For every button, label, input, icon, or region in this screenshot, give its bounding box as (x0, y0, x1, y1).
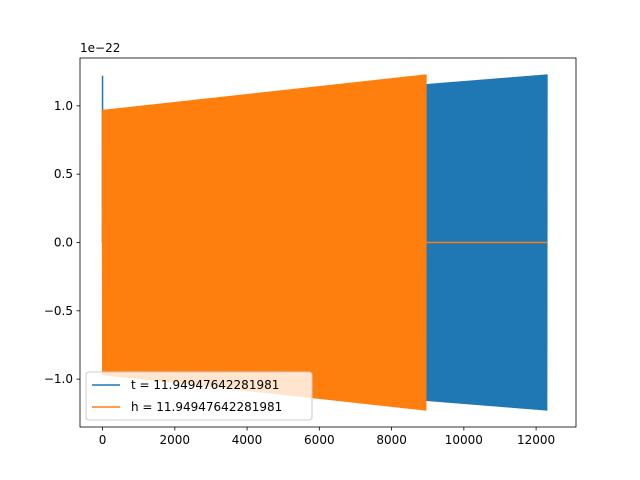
x-tick-label: 6000 (304, 433, 335, 447)
x-tick-label: 2000 (160, 433, 191, 447)
legend-label-h: h = 11.94947642281981 (131, 400, 282, 414)
x-tick-label: 12000 (517, 433, 555, 447)
legend: t = 11.94947642281981 h = 11.94947642281… (85, 371, 313, 421)
x-tick-label: 8000 (376, 433, 407, 447)
x-tick-label: 4000 (232, 433, 263, 447)
series-group (101, 74, 548, 411)
legend-label-t: t = 11.94947642281981 (131, 378, 279, 392)
legend-box (85, 371, 313, 421)
plot-area (101, 74, 548, 411)
y-tick-label: 1.0 (54, 99, 73, 113)
x-tick-label: 0 (99, 433, 107, 447)
y-offset-label: 1e−22 (80, 41, 120, 55)
y-tick-label: 0.0 (54, 236, 73, 250)
y-tick-label: −0.5 (44, 304, 73, 318)
y-tick-label: 0.5 (54, 167, 73, 181)
x-tick-label: 10000 (445, 433, 483, 447)
axes: 0 2000 4000 6000 8000 10000 12000 −1.0 −0.5 0.0 0.… (44, 57, 577, 447)
y-tick-label: −1.0 (44, 372, 73, 386)
